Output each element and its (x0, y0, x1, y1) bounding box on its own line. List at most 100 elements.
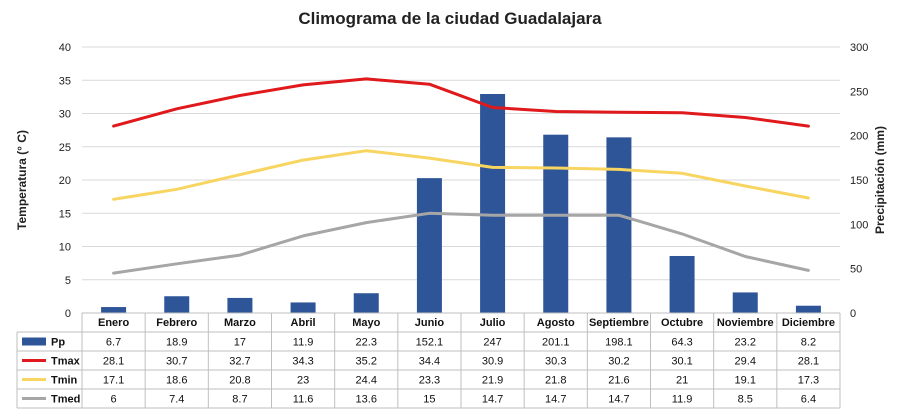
data-label: 29.4 (735, 356, 756, 368)
line-tmin (112, 149, 810, 201)
data-label: 11.9 (293, 337, 314, 349)
gridlines (82, 46, 840, 314)
data-label: 6 (111, 394, 117, 406)
bar-pp (227, 297, 253, 313)
data-label: 30.3 (545, 356, 566, 368)
data-label: 32.7 (229, 356, 250, 368)
y-left-tick-label: 35 (59, 75, 71, 87)
line-tmed (112, 211, 810, 275)
y-right-tick-label: 100 (850, 219, 868, 231)
category-label: Enero (98, 317, 129, 329)
precipitation-bars (101, 93, 821, 313)
data-label: 7.4 (169, 394, 184, 406)
category-label: Mayo (352, 317, 380, 329)
legend-label-tmin: Tmin (51, 375, 78, 387)
category-label: Abril (291, 317, 316, 329)
data-label: 17 (234, 337, 246, 349)
y-left-tick-label: 0 (65, 308, 71, 320)
bar-pp (732, 292, 758, 313)
category-label: Diciembre (782, 317, 835, 329)
bar-pp (669, 255, 695, 313)
y-left-tick-label: 5 (65, 275, 71, 287)
data-label: 14.7 (608, 394, 629, 406)
data-label: 34.3 (292, 356, 313, 368)
data-label: 198.1 (605, 337, 633, 349)
data-label: 30.7 (166, 356, 187, 368)
temperature-lines (112, 77, 810, 275)
legend-label-pp: Pp (51, 337, 65, 349)
data-label: 30.9 (482, 356, 503, 368)
data-label: 11.9 (672, 394, 693, 406)
data-label: 21.9 (482, 375, 503, 387)
legend-key-pp (22, 337, 46, 346)
category-label: Octubre (661, 317, 703, 329)
data-label: 11.6 (293, 394, 314, 406)
data-label: 18.9 (166, 337, 187, 349)
data-table: Enero Febrero Marzo Abril Mayo Junio Julio Agos… (16, 312, 841, 409)
data-label: 20.8 (229, 375, 250, 387)
data-label: 6.4 (801, 394, 816, 406)
y-left-tick-label: 15 (59, 208, 71, 220)
y-left-tick-label: 25 (59, 142, 71, 154)
category-label: Julio (480, 317, 506, 329)
y-right-tick-label: 150 (850, 175, 868, 187)
data-label: 24.4 (356, 375, 377, 387)
data-label: 64.3 (671, 337, 692, 349)
data-label: 30.1 (671, 356, 692, 368)
data-label: 19.1 (735, 375, 756, 387)
data-label: 18.6 (166, 375, 187, 387)
data-label: 247 (483, 337, 501, 349)
bar-pp (164, 296, 190, 313)
bar-pp (795, 305, 821, 313)
category-label: Febrero (156, 317, 197, 329)
bar-pp (101, 307, 127, 313)
data-label: 6.7 (106, 337, 121, 349)
data-label: 34.4 (419, 356, 440, 368)
legend-label-tmed: Tmed (51, 394, 80, 406)
data-label: 14.7 (545, 394, 566, 406)
y-right-tick-label: 300 (850, 42, 868, 54)
data-label: 15 (423, 394, 435, 406)
category-label: Marzo (224, 317, 256, 329)
data-label: 13.6 (356, 394, 377, 406)
data-label: 28.1 (798, 356, 819, 368)
line-tmax (112, 77, 810, 128)
legend-label-tmax: Tmax (51, 356, 81, 368)
data-label: 17.3 (798, 375, 819, 387)
data-label: 23.2 (735, 337, 756, 349)
y-axis-left-label: Temperatura (° C) (15, 130, 29, 230)
data-label: 8.2 (801, 337, 816, 349)
category-label: Septiembre (589, 317, 649, 329)
data-label: 35.2 (356, 356, 377, 368)
data-label: 21.6 (608, 375, 629, 387)
data-label: 22.3 (356, 337, 377, 349)
data-label: 8.5 (738, 394, 753, 406)
category-label: Agosto (537, 317, 575, 329)
data-label: 23.3 (419, 375, 440, 387)
y-axis-right-ticks: 0 50 100 150 200 250 300 (850, 42, 868, 320)
y-right-tick-label: 250 (850, 86, 868, 98)
y-right-tick-label: 50 (850, 264, 862, 276)
y-axis-right-label: Precipitación (mm) (873, 126, 887, 234)
data-label: 23 (297, 375, 309, 387)
data-label: 28.1 (103, 356, 124, 368)
bar-pp (543, 134, 569, 313)
data-label: 21 (676, 375, 688, 387)
data-label: 8.7 (232, 394, 247, 406)
bar-pp (353, 293, 379, 313)
bar-pp (290, 302, 316, 313)
data-label: 152.1 (416, 337, 444, 349)
y-left-tick-label: 30 (59, 109, 71, 121)
y-right-tick-label: 0 (850, 308, 856, 320)
data-label: 201.1 (542, 337, 570, 349)
y-left-tick-label: 40 (59, 42, 71, 54)
category-label: Noviembre (717, 317, 774, 329)
y-left-tick-label: 10 (59, 242, 71, 254)
data-label: 21.8 (545, 375, 566, 387)
bar-pp (416, 178, 442, 313)
bar-pp (606, 137, 632, 313)
data-label: 17.1 (103, 375, 124, 387)
bar-pp (480, 93, 506, 313)
y-left-tick-label: 20 (59, 175, 71, 187)
